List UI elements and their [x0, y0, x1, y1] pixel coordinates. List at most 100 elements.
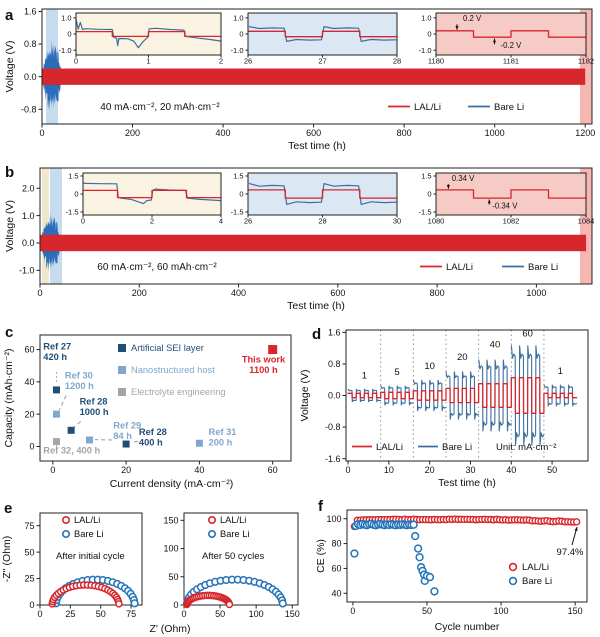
svg-text:Bare Li: Bare Li	[442, 442, 472, 453]
svg-text:60: 60	[522, 328, 533, 339]
svg-text:-1.5: -1.5	[66, 208, 79, 217]
svg-text:LAL/Li: LAL/Li	[74, 515, 100, 525]
svg-text:e: e	[4, 500, 12, 517]
svg-text:0: 0	[81, 217, 85, 226]
svg-text:-0.8: -0.8	[21, 104, 37, 114]
svg-text:0.34 V: 0.34 V	[452, 174, 475, 183]
svg-text:1200 h: 1200 h	[65, 381, 94, 391]
svg-text:0.0: 0.0	[328, 391, 341, 401]
svg-text:28: 28	[318, 217, 326, 226]
svg-text:1.0: 1.0	[233, 13, 243, 22]
svg-text:5: 5	[394, 367, 399, 378]
svg-text:200: 200	[125, 128, 140, 138]
svg-text:2: 2	[150, 217, 154, 226]
svg-text:26: 26	[244, 217, 252, 226]
svg-text:0.0: 0.0	[24, 72, 37, 82]
svg-text:0: 0	[427, 190, 431, 199]
svg-text:2.0: 2.0	[22, 183, 35, 193]
svg-text:0: 0	[350, 606, 355, 616]
svg-text:150: 150	[163, 515, 178, 525]
svg-text:0: 0	[39, 128, 44, 138]
svg-text:1084: 1084	[578, 217, 595, 226]
svg-text:50: 50	[168, 572, 178, 582]
svg-text:100: 100	[249, 609, 264, 619]
svg-text:100: 100	[326, 514, 341, 524]
svg-text:800: 800	[397, 128, 412, 138]
svg-text:Bare Li: Bare Li	[74, 529, 103, 539]
svg-text:20: 20	[121, 465, 131, 475]
svg-text:d: d	[312, 326, 321, 343]
panel-e-nyquist-charts: 0 25 50 75 0 25 50 75 LAL/Li Bare Li After initial…	[1, 500, 300, 635]
svg-text:1.0: 1.0	[22, 211, 35, 221]
svg-text:-0.2 V: -0.2 V	[501, 41, 523, 50]
svg-text:60: 60	[331, 564, 341, 574]
svg-text:LAL/Li: LAL/Li	[220, 515, 246, 525]
svg-text:Bare Li: Bare Li	[494, 102, 524, 113]
svg-text:0: 0	[29, 600, 34, 610]
svg-text:10: 10	[424, 361, 435, 372]
svg-text:1.0: 1.0	[421, 13, 431, 22]
svg-text:1000 h: 1000 h	[80, 407, 109, 417]
svg-text:1181: 1181	[503, 57, 519, 66]
svg-text:-0.34 V: -0.34 V	[492, 201, 518, 210]
svg-text:30: 30	[465, 465, 475, 475]
svg-text:1000: 1000	[485, 128, 505, 138]
svg-text:100: 100	[494, 606, 509, 616]
svg-text:-1.0: -1.0	[19, 265, 35, 275]
svg-text:LAL/Li: LAL/Li	[376, 442, 403, 453]
svg-text:Nanostructured host: Nanostructured host	[131, 365, 215, 375]
svg-text:97.4%: 97.4%	[557, 547, 584, 558]
svg-text:27: 27	[318, 57, 326, 66]
svg-text:This work: This work	[242, 354, 286, 364]
svg-text:Bare Li: Bare Li	[528, 262, 558, 273]
svg-text:a: a	[5, 7, 14, 24]
svg-text:1: 1	[362, 371, 367, 382]
svg-text:Ref 29: Ref 29	[113, 421, 141, 431]
svg-text:Current density (mA·cm⁻²): Current density (mA·cm⁻²)	[110, 478, 233, 490]
svg-text:26: 26	[244, 57, 252, 66]
svg-text:1082: 1082	[503, 217, 520, 226]
svg-text:0: 0	[37, 288, 42, 298]
svg-text:80: 80	[331, 539, 341, 549]
svg-text:0: 0	[50, 465, 55, 475]
svg-text:b: b	[5, 164, 14, 181]
svg-text:0: 0	[67, 30, 71, 39]
svg-text:1.5: 1.5	[233, 172, 243, 181]
svg-text:600: 600	[330, 288, 345, 298]
svg-text:40: 40	[24, 377, 34, 387]
svg-text:1200: 1200	[575, 128, 595, 138]
svg-text:Ref 28: Ref 28	[139, 427, 167, 437]
svg-text:20: 20	[24, 409, 34, 419]
svg-text:25: 25	[65, 609, 75, 619]
svg-text:0.8: 0.8	[24, 39, 37, 49]
svg-text:50: 50	[547, 465, 557, 475]
svg-text:Bare Li: Bare Li	[522, 576, 552, 587]
svg-text:-1.0: -1.0	[59, 46, 72, 55]
svg-text:Test time (h): Test time (h)	[287, 300, 345, 312]
svg-text:1.0: 1.0	[61, 13, 71, 22]
svg-text:-1.6: -1.6	[325, 454, 341, 464]
svg-text:600: 600	[306, 128, 321, 138]
svg-text:1.5: 1.5	[68, 172, 78, 181]
svg-text:0: 0	[239, 190, 243, 199]
svg-text:150: 150	[568, 606, 583, 616]
svg-text:LAL/Li: LAL/Li	[414, 102, 441, 113]
svg-text:Ref 27: Ref 27	[43, 342, 71, 352]
svg-text:1000: 1000	[526, 288, 546, 298]
svg-text:50: 50	[215, 609, 225, 619]
svg-text:Artificial SEI layer: Artificial SEI layer	[131, 343, 204, 353]
svg-text:Capacity (mAh·cm⁻²): Capacity (mAh·cm⁻²)	[3, 349, 15, 448]
svg-text:Test time (h): Test time (h)	[438, 477, 496, 489]
svg-text:0: 0	[427, 30, 431, 39]
svg-text:20: 20	[457, 352, 468, 363]
svg-text:-0.8: -0.8	[325, 422, 341, 432]
svg-text:1182: 1182	[578, 57, 594, 66]
svg-text:0.8: 0.8	[328, 359, 341, 369]
svg-text:0: 0	[29, 442, 34, 452]
svg-text:800: 800	[430, 288, 445, 298]
svg-text:Voltage (V): Voltage (V)	[4, 41, 16, 93]
svg-text:0: 0	[173, 600, 178, 610]
